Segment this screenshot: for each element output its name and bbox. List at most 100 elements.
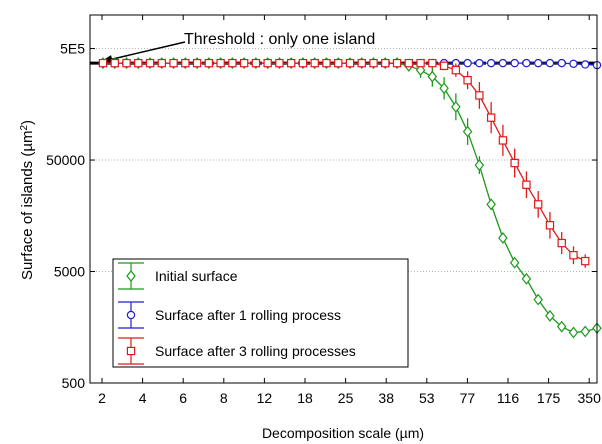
series-layer: [98, 57, 602, 339]
data-point: [439, 82, 449, 95]
data-point: [228, 58, 237, 68]
data-point: [451, 100, 461, 113]
x-tick-label: 25: [338, 390, 354, 406]
threshold-arrow: [107, 41, 186, 61]
x-tick-label: 350: [578, 390, 602, 406]
data-point: [475, 58, 484, 68]
data-point: [439, 61, 449, 71]
data-point: [251, 58, 261, 68]
legend-item: Initial surface: [118, 262, 238, 290]
data-point: [510, 158, 519, 168]
data-point: [498, 58, 508, 68]
data-point: [216, 58, 225, 68]
data-point: [204, 58, 214, 68]
data-point: [169, 58, 178, 68]
data-point: [533, 200, 543, 209]
data-point: [475, 91, 484, 100]
series-3: [98, 58, 590, 268]
data-point: [522, 180, 531, 189]
legend-marker: [126, 270, 136, 282]
x-tick-label: 4: [139, 390, 147, 406]
data-point: [428, 58, 437, 68]
data-point: [381, 58, 390, 68]
x-axis-label: Decomposition scale (µm): [262, 425, 424, 441]
data-point: [580, 325, 591, 338]
data-point: [557, 238, 566, 248]
data-point: [427, 70, 438, 83]
legend: Initial surface Surface after 1 rolling p…: [112, 258, 409, 368]
data-point: [509, 256, 520, 269]
data-point: [369, 58, 378, 68]
data-point: [334, 58, 343, 68]
legend-item: Surface after 1 rolling process: [118, 301, 341, 329]
data-point: [557, 58, 566, 68]
x-tick-label: 12: [257, 390, 273, 406]
y-axis-label: Surface of islands (µm2): [19, 120, 37, 280]
data-point: [392, 58, 402, 68]
y-axis-label-close: ): [19, 120, 36, 125]
legend-marker: [126, 310, 136, 320]
legend-item: Surface after 3 rolling processes: [118, 337, 356, 365]
data-point: [498, 232, 508, 244]
data-point: [462, 125, 473, 138]
legend-label: Surface after 1 rolling process: [155, 307, 341, 323]
data-point: [345, 58, 355, 68]
data-point: [298, 58, 308, 68]
data-point: [415, 64, 426, 77]
x-tick-label: 175: [537, 390, 561, 406]
axes: 500 5000 50000 5E5 2 4 6 8 12 18 25 38 53 77 116 175 350: [46, 15, 601, 406]
legend-label: Initial surface: [155, 268, 238, 284]
data-point: [581, 256, 590, 266]
data-point: [486, 198, 496, 211]
data-point: [322, 58, 331, 68]
data-point: [521, 272, 532, 285]
data-point: [474, 159, 485, 172]
data-point: [263, 58, 272, 68]
data-point: [569, 59, 578, 68]
grid-lines: [90, 48, 597, 273]
data-point: [463, 58, 472, 68]
data-point: [522, 58, 531, 68]
data-point: [533, 293, 543, 306]
data-point: [463, 76, 472, 85]
x-tick-label: 53: [419, 390, 435, 406]
data-point: [510, 58, 519, 68]
data-point: [545, 309, 555, 322]
threshold-label: Threshold : only one island: [184, 31, 375, 48]
data-point: [181, 58, 190, 68]
legend-box: [112, 258, 409, 368]
data-point: [98, 58, 108, 68]
data-point: [357, 58, 366, 68]
legend-marker: [126, 346, 136, 356]
data-point: [239, 58, 249, 68]
y-tick-label: 500: [62, 375, 86, 391]
data-point: [192, 58, 202, 68]
data-point: [122, 58, 131, 68]
data-point: [569, 251, 578, 260]
legend-label: Surface after 3 rolling processes: [155, 343, 356, 359]
data-point: [498, 136, 508, 145]
data-point: [568, 326, 579, 339]
x-tick-label: 18: [297, 390, 313, 406]
y-tick-label: 5E5: [60, 41, 85, 57]
x-tick-label: 8: [220, 390, 228, 406]
x-tick-label: 2: [98, 390, 106, 406]
data-point: [404, 58, 414, 68]
y-tick-label: 50000: [46, 152, 85, 168]
data-point: [145, 58, 155, 68]
x-tick-label: 38: [378, 390, 394, 406]
y-axis-label-main: Surface of islands (µm: [19, 131, 36, 281]
data-point: [416, 58, 425, 68]
data-point: [545, 58, 555, 68]
data-point: [545, 221, 555, 230]
x-tick-label: 6: [179, 390, 187, 406]
data-point: [486, 58, 496, 68]
data-point: [286, 58, 296, 68]
data-point: [310, 58, 319, 68]
x-tick-label: 77: [460, 390, 476, 406]
y-tick-label: 5000: [54, 264, 85, 280]
threshold-layer: Threshold : only one island: [90, 31, 597, 65]
data-point: [451, 65, 461, 75]
data-point: [486, 113, 496, 122]
